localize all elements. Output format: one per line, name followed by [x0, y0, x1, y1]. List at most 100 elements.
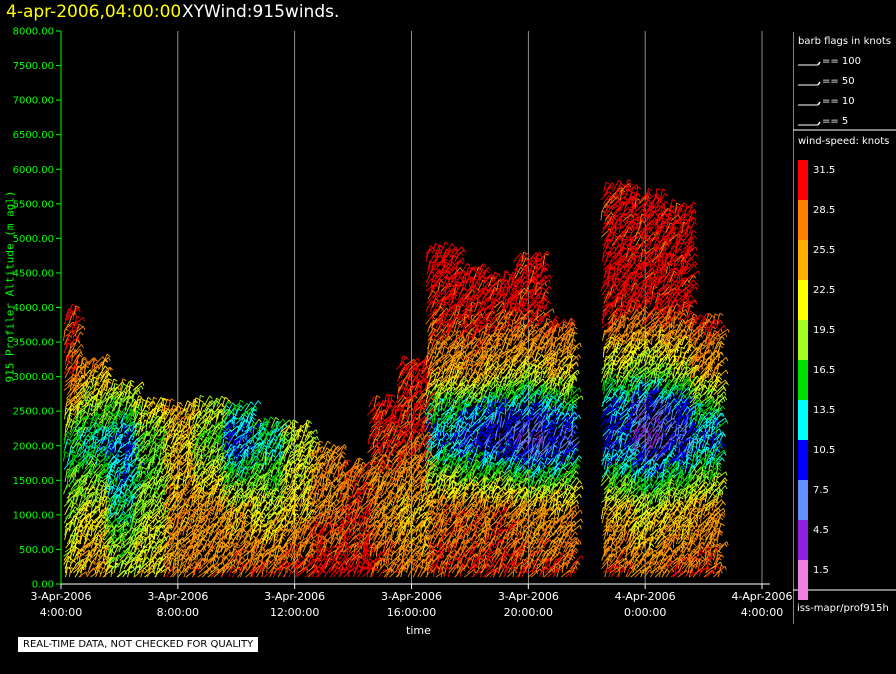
- wind-barb: [77, 429, 81, 441]
- wind-barb: [65, 567, 68, 578]
- wind-barb: [89, 473, 96, 482]
- wind-barb: [90, 397, 96, 408]
- wind-barb: [89, 382, 97, 391]
- wind-barb: [68, 534, 72, 544]
- wind-barb-flag: [80, 331, 84, 336]
- wind-barb: [83, 553, 90, 565]
- wind-barb: [72, 469, 76, 482]
- wind-barb: [81, 417, 85, 428]
- wind-barb: [75, 326, 84, 333]
- wind-barb: [73, 410, 80, 420]
- wind-barb-flag: [224, 396, 229, 400]
- wind-barb-flag: [140, 397, 145, 401]
- wind-barb: [84, 374, 93, 383]
- wind-barb: [77, 449, 86, 458]
- wind-barb: [100, 462, 108, 470]
- wind-barb: [268, 511, 276, 520]
- wind-barb-flag: [97, 554, 101, 558]
- wind-barb: [72, 488, 82, 499]
- wind-barb: [80, 356, 85, 366]
- wind-barb: [84, 520, 88, 532]
- wind-barb: [72, 391, 81, 400]
- wind-barb: [95, 468, 105, 478]
- wind-barb-flag: [79, 349, 83, 354]
- wind-barb: [75, 375, 84, 383]
- wind-barb-flag: [206, 539, 211, 543]
- wind-barb-flag: [254, 405, 258, 410]
- wind-barb-flag: [110, 473, 114, 477]
- wind-barb: [78, 571, 87, 578]
- wind-barb: [75, 508, 81, 520]
- wind-barb: [63, 555, 69, 565]
- wind-barb-flag: [95, 421, 99, 426]
- wind-barb-flag: [73, 459, 78, 463]
- wind-barb-flag: [73, 509, 77, 514]
- wind-barb-flag: [206, 565, 209, 569]
- wind-barb-flag: [130, 379, 135, 383]
- wind-barb: [75, 331, 81, 341]
- wind-barb: [96, 511, 106, 520]
- wind-barb: [74, 519, 80, 532]
- wind-barb: [63, 366, 71, 375]
- wind-barb-flag: [204, 484, 208, 488]
- wind-barb-flag: [258, 496, 261, 501]
- wind-barb-flag: [70, 450, 75, 454]
- wind-barb: [89, 518, 97, 528]
- wind-barb: [82, 463, 93, 474]
- wind-barb-flag: [245, 520, 250, 524]
- wind-barb: [169, 483, 172, 495]
- wind-barb: [88, 470, 96, 478]
- wind-barb: [93, 505, 97, 515]
- wind-barb: [93, 514, 103, 524]
- wind-barb: [83, 426, 89, 437]
- wind-barb: [66, 468, 74, 478]
- wind-barb: [74, 486, 82, 495]
- wind-barb-flag: [87, 538, 91, 542]
- wind-barb-flag: [139, 404, 142, 409]
- wind-barb-flag: [108, 357, 111, 362]
- wind-barb: [268, 499, 271, 511]
- wind-barb: [94, 534, 99, 545]
- wind-barb: [65, 539, 73, 549]
- wind-barb-flag: [216, 554, 219, 560]
- wind-barb-flag: [170, 398, 175, 402]
- wind-barb: [93, 525, 99, 536]
- wind-barb: [94, 373, 101, 383]
- wind-barb-flag: [76, 339, 81, 343]
- wind-barb: [93, 463, 103, 474]
- wind-barb: [88, 536, 98, 545]
- wind-barb: [67, 330, 71, 341]
- wind-barb: [117, 569, 126, 578]
- wind-barb-flag: [239, 399, 244, 403]
- wind-barb: [78, 494, 84, 507]
- wind-barb: [65, 321, 74, 329]
- wind-barb-flag: [113, 484, 118, 488]
- wind-barb-flag: [142, 381, 145, 386]
- wind-barb: [90, 411, 97, 424]
- wind-barb-flag: [70, 567, 75, 570]
- wind-barb: [66, 489, 75, 499]
- wind-barb-flag: [263, 512, 266, 517]
- wind-barb-flag: [97, 406, 102, 410]
- wind-barb: [84, 380, 91, 391]
- wind-barb-flag: [208, 499, 213, 503]
- wind-barb: [74, 315, 78, 329]
- wind-barb: [87, 450, 93, 462]
- wind-barb-flag: [100, 521, 104, 525]
- wind-barb-flag: [92, 561, 96, 566]
- wind-barb-flag: [68, 314, 72, 318]
- wind-barb-flag: [105, 464, 109, 469]
- wind-barb: [99, 439, 104, 449]
- wind-barb-flag: [76, 315, 81, 319]
- wind-barb: [77, 426, 80, 437]
- wind-barb: [63, 431, 69, 441]
- wind-barb: [75, 389, 85, 400]
- wind-barb-flag: [97, 458, 101, 463]
- wind-barb: [64, 557, 70, 569]
- wind-barb-flag: [97, 392, 102, 396]
- wind-barb-flag: [183, 492, 187, 497]
- wind-barb-flag: [70, 366, 75, 370]
- wind-barb: [69, 506, 76, 516]
- wind-barb: [89, 365, 98, 375]
- wind-barb-flag: [129, 391, 134, 396]
